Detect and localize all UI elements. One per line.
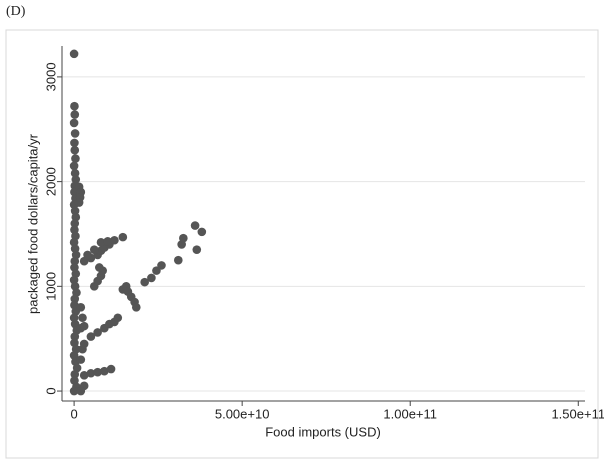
point [70, 332, 80, 341]
point [131, 302, 141, 312]
y-tick-label: 2000 [43, 167, 58, 196]
point [147, 273, 156, 283]
point [110, 235, 119, 245]
point [71, 154, 80, 163]
point [70, 129, 80, 138]
point [70, 369, 80, 379]
point [70, 110, 80, 119]
point [74, 198, 84, 207]
y-tick-label: 3000 [43, 62, 58, 91]
x-axis-label: Food imports (USD) [265, 424, 381, 439]
point [70, 168, 80, 178]
point [192, 245, 202, 254]
point [79, 256, 89, 266]
point [70, 145, 80, 155]
point [86, 368, 96, 378]
point [179, 233, 188, 243]
x-tick-label: 0 [70, 406, 77, 421]
point [70, 101, 79, 111]
point [76, 302, 86, 312]
point [76, 355, 86, 364]
point [79, 371, 89, 380]
panel-label: (D) [6, 4, 26, 19]
point [69, 118, 79, 128]
frame [5, 29, 599, 459]
point [70, 138, 79, 148]
point [103, 237, 113, 246]
point [113, 313, 123, 323]
point [78, 313, 87, 323]
point [69, 386, 79, 396]
point [86, 332, 96, 341]
point [83, 250, 92, 260]
point [76, 386, 86, 396]
point [70, 206, 80, 216]
y-tick-label: 0 [43, 387, 58, 394]
point [89, 245, 99, 254]
point [93, 328, 102, 337]
point [70, 294, 80, 304]
point [79, 321, 89, 331]
x-tick-label: 1.50e+11 [551, 406, 604, 421]
point [69, 161, 79, 171]
point [96, 238, 106, 247]
point [118, 232, 128, 242]
point [79, 339, 89, 349]
point [69, 49, 79, 59]
point [190, 221, 200, 230]
point [140, 277, 149, 287]
point [100, 366, 109, 376]
point [106, 364, 116, 374]
y-axis-label: packaged food dollars/capita/yr [25, 133, 40, 314]
point [95, 263, 104, 272]
x-tick-label: 5.00e+10 [215, 406, 270, 421]
point [197, 227, 207, 237]
y-tick-label: 1000 [43, 272, 58, 301]
x-tick-label: 1.00e+11 [383, 406, 437, 421]
point [173, 255, 183, 265]
point [93, 367, 102, 377]
point [157, 261, 166, 270]
point [70, 219, 80, 228]
point [70, 256, 80, 266]
